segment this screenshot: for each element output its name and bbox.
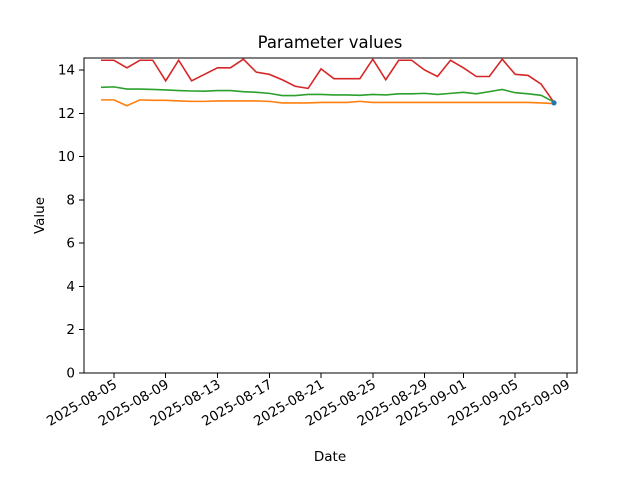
- series-line-orange-series: [101, 99, 555, 107]
- chart-title: Parameter values: [258, 33, 403, 52]
- y-tick-label: 0: [66, 366, 75, 382]
- y-tick-label: 10: [58, 149, 75, 165]
- plot-border: [83, 57, 578, 374]
- series-line-red-series: [101, 57, 555, 103]
- series-line-green-series: [100, 86, 555, 103]
- y-tick-label: 14: [58, 63, 75, 79]
- y-axis-label: Value: [32, 197, 48, 234]
- x-axis-label: Date: [314, 449, 346, 465]
- y-tick-label: 8: [66, 192, 75, 208]
- y-tick-label: 6: [66, 236, 75, 252]
- y-tick-label: 4: [66, 279, 75, 295]
- y-tick-label: 2: [66, 322, 75, 338]
- y-tick-label: 12: [58, 106, 75, 122]
- plot-area: 024681012142025-08-052025-08-092025-08-1…: [44, 57, 578, 430]
- series-end-marker: [551, 100, 557, 106]
